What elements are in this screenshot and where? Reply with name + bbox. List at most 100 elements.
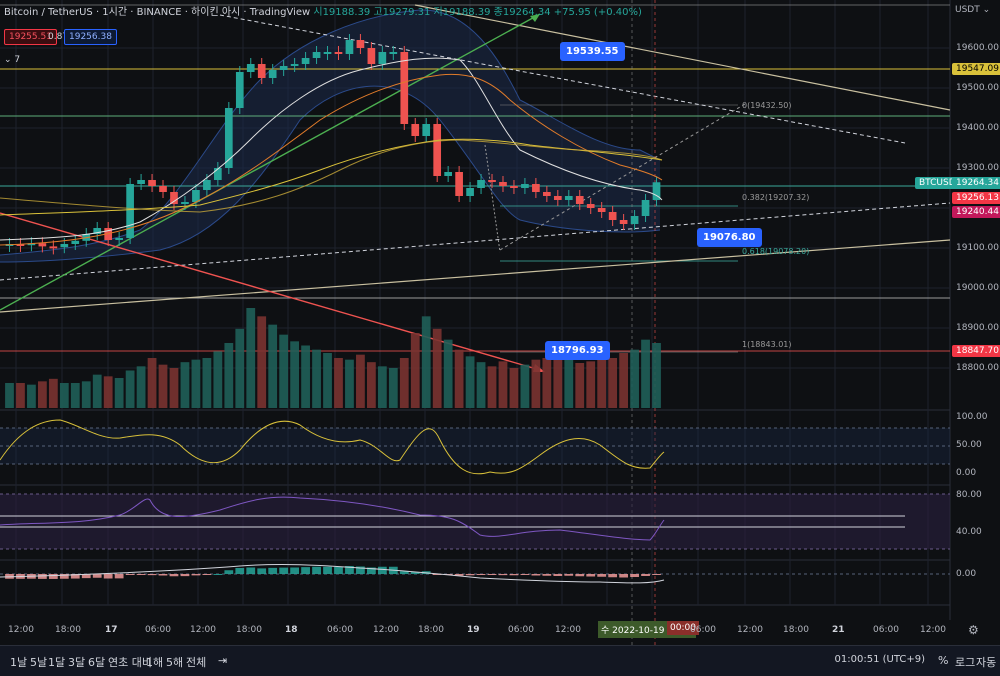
volume-bar <box>476 362 486 408</box>
clock-readout[interactable]: 01:00:51 (UTC+9) <box>834 654 925 665</box>
candle <box>268 70 277 78</box>
date-range-icon[interactable]: ⇥ <box>218 654 228 667</box>
volume-bar <box>103 376 113 408</box>
candle <box>477 180 485 188</box>
macd-bar <box>246 567 256 574</box>
time-label: 12:00 <box>373 625 399 635</box>
volume-bar <box>312 349 321 408</box>
symbol-title[interactable]: Bitcoin / TetherUS · 1시간 · BINANCE · 하이킨… <box>4 7 311 18</box>
time-label: 06:00 <box>145 625 171 635</box>
volume-bar <box>257 316 267 408</box>
candle <box>597 208 606 212</box>
range-5y[interactable]: 5해 <box>166 656 184 669</box>
range-5d[interactable]: 5날 <box>30 656 48 669</box>
volume-bar <box>235 328 245 408</box>
log-toggle[interactable]: 로그 <box>955 656 976 669</box>
volume-bar <box>498 361 508 408</box>
time-label: 12:00 <box>190 625 216 635</box>
macd-bar <box>169 574 179 577</box>
macd-bar <box>59 574 69 579</box>
macd-bar <box>630 574 639 577</box>
macd-bar <box>498 574 508 576</box>
range-3m[interactable]: 3달 <box>68 656 86 669</box>
time-label: 17 <box>105 625 118 635</box>
currency-label[interactable]: USDT ⌄ <box>955 5 991 15</box>
range-1y[interactable]: 1해 <box>146 656 164 669</box>
candle <box>345 40 354 54</box>
macd-bar <box>454 574 464 576</box>
price-callout-low[interactable]: 18796.93 <box>545 341 610 360</box>
trendline-beige-bottom <box>0 239 951 313</box>
stoch-tick: 0.00 <box>956 468 977 478</box>
candle <box>203 180 211 190</box>
macd-tick: 0.00 <box>956 569 977 579</box>
candle <box>630 216 639 224</box>
volume-bar <box>608 358 618 408</box>
candle <box>115 238 123 240</box>
volume-bar <box>180 362 190 408</box>
macd-bar <box>465 574 475 576</box>
price-tag-bottom: 18847.70 <box>952 345 1000 357</box>
sell-price-box[interactable]: 19255.51 <box>4 29 57 45</box>
candle <box>301 58 310 64</box>
macd-bar <box>366 567 376 574</box>
candle <box>38 243 47 247</box>
price-chart[interactable] <box>0 0 1000 645</box>
price-tick: 19600.00 <box>956 43 999 53</box>
volume-bar <box>246 308 256 408</box>
volume-bar <box>27 384 36 408</box>
range-6m[interactable]: 6달 <box>88 656 106 669</box>
symbol-header[interactable]: Bitcoin / TetherUS · 1시간 · BINANCE · 하이킨… <box>4 3 642 18</box>
volume-bar <box>641 339 650 408</box>
time-label: 12:00 <box>737 625 763 635</box>
volume-bar <box>59 383 69 408</box>
macd-bar <box>345 566 354 574</box>
volume-bar <box>81 381 91 408</box>
bottom-toolbar: 1날 5날 1달 3달 6달 연초 대비 1해 5해 전체 ⇥ 01:00:51… <box>0 645 1000 676</box>
candle <box>49 246 58 249</box>
price-tick: 19400.00 <box>956 123 999 133</box>
volume-bars <box>5 308 661 408</box>
macd-bar <box>641 574 650 576</box>
candle <box>246 64 255 72</box>
macd-bar <box>147 574 157 576</box>
time-label-highlight-2: 00:00 <box>667 621 699 635</box>
volume-bar <box>114 378 124 408</box>
macd-bar <box>37 574 47 579</box>
buy-price-box[interactable]: 19256.38 <box>64 29 117 45</box>
macd-bar <box>487 574 497 575</box>
candle <box>170 192 178 204</box>
stoch-tick: 100.00 <box>956 412 988 422</box>
volume-bar <box>509 368 519 408</box>
settings-gear-icon[interactable]: ⚙ <box>968 623 979 637</box>
range-all[interactable]: 전체 <box>186 656 207 669</box>
indicator-count: 7 <box>14 55 21 65</box>
trendline-green <box>0 13 541 311</box>
volume-bar <box>16 383 25 408</box>
volume-bar <box>158 364 168 408</box>
macd-bar <box>81 574 91 579</box>
volume-bar <box>202 358 212 408</box>
candle <box>510 186 518 188</box>
volume-bar <box>268 324 278 408</box>
volume-bar <box>366 362 376 408</box>
macd-bar <box>103 574 113 579</box>
range-1m[interactable]: 1달 <box>48 656 66 669</box>
price-callout-mid[interactable]: 19076.80 <box>697 228 762 247</box>
volume-bar <box>410 333 420 408</box>
percent-toggle[interactable]: % <box>938 654 949 667</box>
range-ytd[interactable]: 연초 대비 <box>108 656 152 669</box>
macd-bar <box>542 574 552 576</box>
candle <box>71 240 80 244</box>
last-price-tag: 19264.34 <box>952 177 1000 189</box>
macd-bar <box>323 566 332 574</box>
time-label: 18:00 <box>55 625 81 635</box>
indicator-toggle[interactable]: ⌄ 7 <box>4 55 21 65</box>
volume-bar <box>5 383 14 408</box>
price-callout-high[interactable]: 19539.55 <box>560 42 625 61</box>
range-1d[interactable]: 1날 <box>10 656 28 669</box>
auto-toggle[interactable]: 자동 <box>976 656 997 669</box>
macd-bar <box>575 574 585 577</box>
ma-orange <box>0 73 663 246</box>
fib-label: 0.382(19207.32) <box>742 193 810 202</box>
